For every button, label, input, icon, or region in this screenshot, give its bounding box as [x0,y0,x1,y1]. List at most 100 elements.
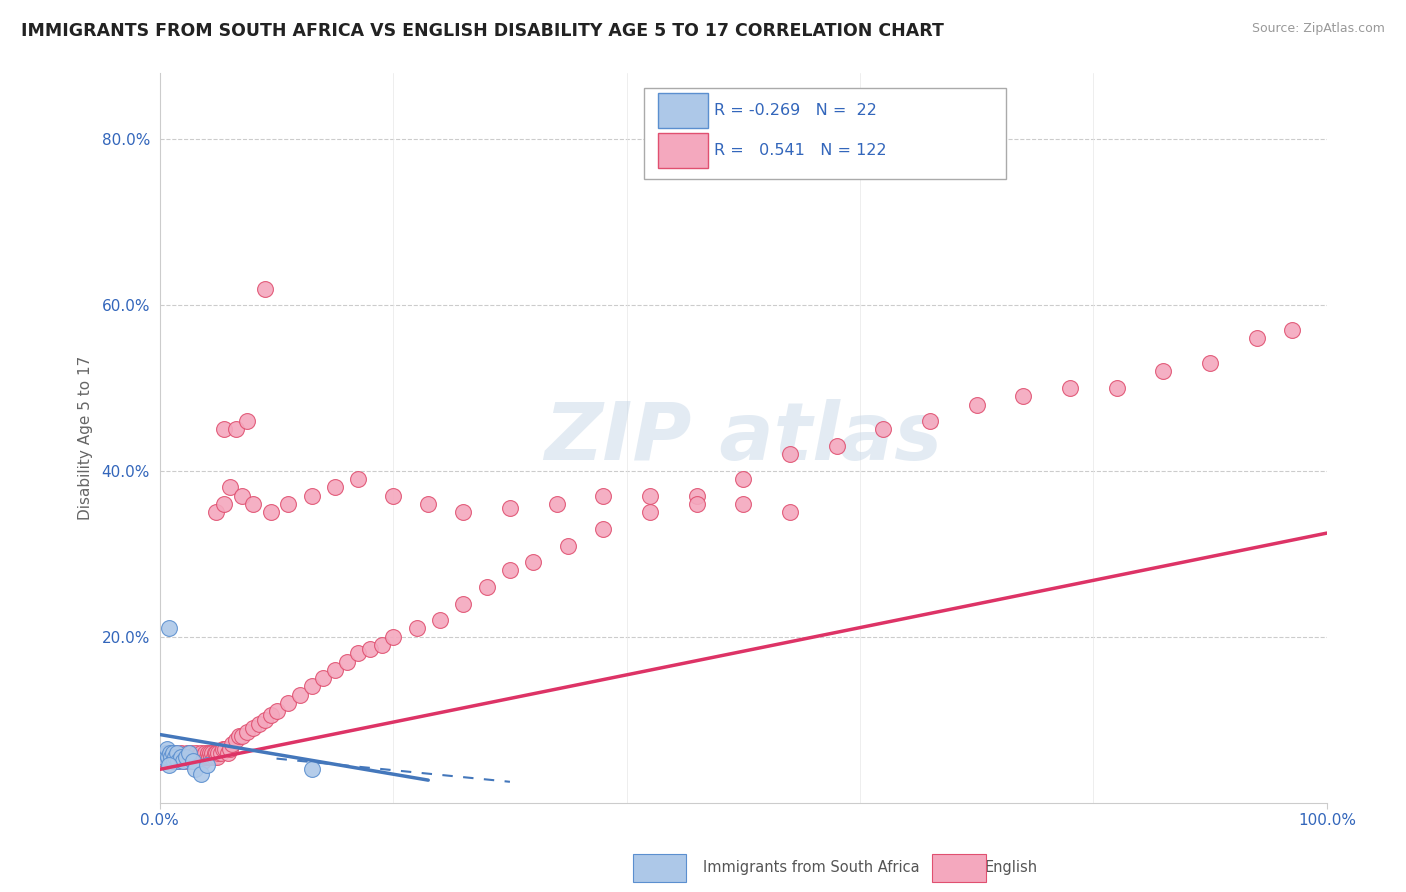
Point [1199,356,1222,370]
Point [733,497,755,511]
Point [167,754,190,768]
Point [212,497,235,511]
Text: Source: ZipAtlas.com: Source: ZipAtlas.com [1251,22,1385,36]
Point [170,746,193,760]
Text: Immigrants from South Africa: Immigrants from South Africa [703,860,920,874]
Point [191,754,214,768]
Point [1281,323,1303,337]
Point [195,758,218,772]
Point [195,750,218,764]
Text: R = -0.269   N =  22: R = -0.269 N = 22 [714,103,877,118]
Point [181,754,204,768]
Point [193,750,215,764]
Point [163,750,186,764]
Point [301,763,323,777]
Point [475,580,498,594]
Point [288,688,311,702]
Y-axis label: Disability Age 5 to 17: Disability Age 5 to 17 [79,356,93,520]
Point [180,746,202,760]
Point [685,489,707,503]
Point [191,750,214,764]
Point [176,746,198,760]
Point [150,750,173,764]
Point [172,754,194,768]
Point [179,750,201,764]
Point [159,750,181,764]
Point [152,750,174,764]
Point [1012,389,1035,403]
Point [155,746,177,760]
Point [156,741,179,756]
Point [209,746,232,760]
Point [156,750,179,764]
Point [347,472,370,486]
Point [638,489,661,503]
Point [557,539,579,553]
FancyBboxPatch shape [644,87,1005,178]
Point [177,750,200,764]
Point [242,497,264,511]
Point [546,497,568,511]
Point [260,708,283,723]
Point [207,746,229,760]
Point [499,501,522,516]
Point [163,750,186,764]
Point [231,489,253,503]
Point [359,642,381,657]
Point [177,754,200,768]
Point [253,281,276,295]
Point [162,754,184,768]
Point [592,522,614,536]
Point [382,489,405,503]
Point [592,489,614,503]
Point [277,497,299,511]
Point [218,481,240,495]
Point [172,750,194,764]
Point [242,721,264,735]
Point [231,729,253,743]
Point [187,754,209,768]
Point [236,414,259,428]
Point [202,750,225,764]
Point [225,733,247,747]
Point [370,638,392,652]
Point [194,746,217,760]
Point [160,750,183,764]
Point [685,497,707,511]
Point [169,750,191,764]
Point [198,746,221,760]
Point [160,750,183,764]
Point [174,750,197,764]
Point [190,766,212,780]
Point [162,746,184,760]
Point [918,414,941,428]
Point [1105,381,1128,395]
Point [205,505,228,519]
Point [1059,381,1081,395]
Text: IMMIGRANTS FROM SOUTH AFRICA VS ENGLISH DISABILITY AGE 5 TO 17 CORRELATION CHART: IMMIGRANTS FROM SOUTH AFRICA VS ENGLISH … [21,22,943,40]
Point [260,505,283,519]
Point [188,750,211,764]
Point [200,750,222,764]
Text: English: English [984,860,1038,874]
Point [277,696,299,710]
Point [201,746,224,760]
Point [184,750,207,764]
Point [825,439,848,453]
Point [253,713,276,727]
Point [205,746,228,760]
Point [638,505,661,519]
Point [247,716,270,731]
Point [418,497,440,511]
Point [1246,331,1268,345]
Point [183,754,205,768]
Point [198,750,221,764]
Point [152,750,174,764]
Point [197,746,219,760]
Point [165,750,187,764]
Point [167,754,190,768]
Point [157,622,180,636]
Point [323,481,346,495]
Point [236,725,259,739]
Point [159,746,181,760]
